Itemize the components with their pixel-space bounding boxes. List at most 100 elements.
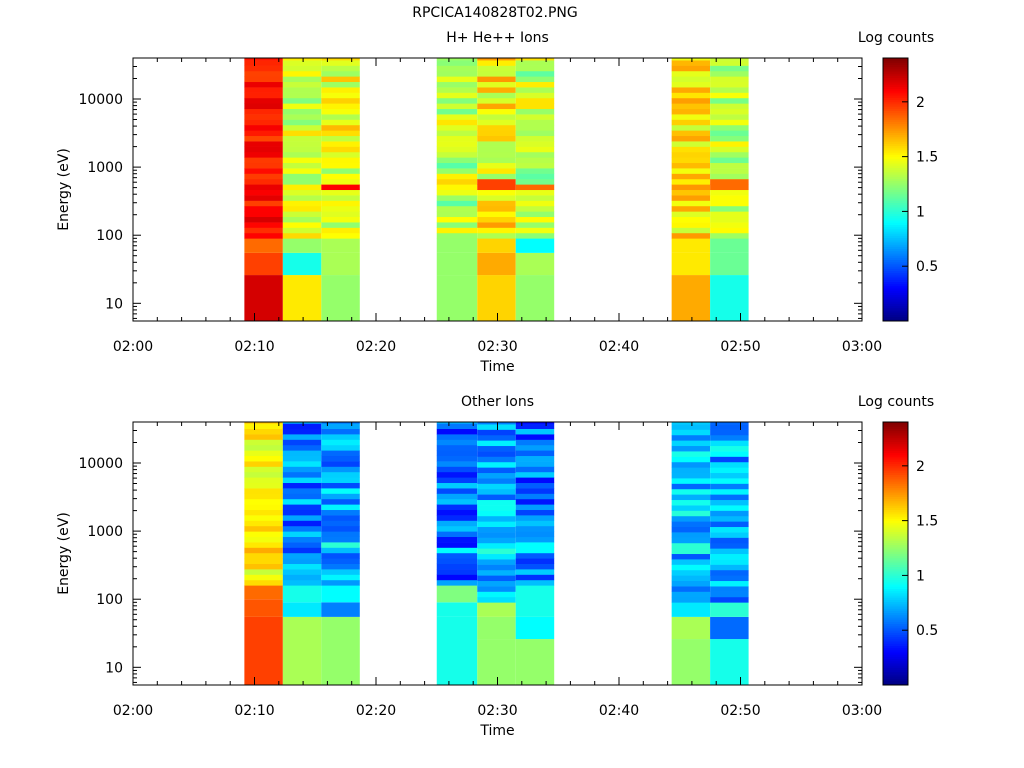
colorbar bbox=[883, 58, 908, 322]
heatmap-cell bbox=[321, 173, 360, 180]
heatmap-cell bbox=[477, 87, 516, 93]
heatmap-cell bbox=[436, 189, 478, 196]
heatmap-cell bbox=[710, 238, 749, 253]
colorbar-cell bbox=[883, 104, 908, 107]
heatmap-cell bbox=[515, 252, 555, 276]
colorbar-cell bbox=[883, 66, 908, 70]
colorbar-cell bbox=[883, 674, 908, 677]
heatmap-cell bbox=[477, 216, 516, 223]
colorbar-cell bbox=[883, 500, 908, 504]
heatmap-cell bbox=[436, 108, 478, 115]
heatmap-cell bbox=[244, 525, 283, 532]
heatmap-cell bbox=[244, 65, 283, 72]
heatmap-cell bbox=[477, 456, 516, 463]
heatmap-cell bbox=[477, 422, 516, 425]
heatmap-cell bbox=[282, 488, 322, 494]
heatmap-cell bbox=[321, 602, 360, 617]
heatmap-cell bbox=[710, 173, 749, 180]
heatmap-cell bbox=[436, 238, 478, 253]
colorbar-cell bbox=[883, 209, 908, 212]
heatmap-cell bbox=[244, 515, 283, 521]
colorbar bbox=[883, 422, 908, 686]
heatmap-cell bbox=[321, 466, 360, 473]
colorbar-cell bbox=[883, 461, 908, 465]
colorbar-cell bbox=[883, 312, 908, 315]
heatmap-cell bbox=[282, 536, 322, 543]
colorbar-cell bbox=[883, 465, 908, 469]
heatmap-cell bbox=[244, 509, 283, 516]
heatmap-cell bbox=[436, 563, 478, 570]
heatmap-cell bbox=[671, 151, 711, 158]
heatmap-cell bbox=[282, 227, 322, 234]
heatmap-cell bbox=[710, 616, 749, 640]
colorbar-cell bbox=[883, 307, 908, 311]
heatmap-cell bbox=[282, 189, 322, 196]
heatmap-cell bbox=[436, 531, 478, 538]
heatmap-cell bbox=[244, 76, 283, 83]
heatmap-cell bbox=[436, 211, 478, 218]
heatmap-cell bbox=[321, 450, 360, 457]
heatmap-cell bbox=[282, 108, 322, 115]
heatmap-cell bbox=[282, 135, 322, 142]
colorbar-cell bbox=[883, 77, 908, 81]
heatmap-cell bbox=[710, 521, 749, 528]
heatmap-cell bbox=[282, 602, 322, 617]
heatmap-cell bbox=[477, 135, 516, 142]
x-tick-label: 03:00 bbox=[842, 703, 882, 719]
heatmap-cell bbox=[321, 216, 360, 223]
x-tick-label: 03:00 bbox=[842, 339, 882, 355]
heatmap-cell bbox=[244, 81, 283, 88]
colorbar-cell bbox=[883, 163, 908, 166]
colorbar-cell bbox=[883, 84, 908, 87]
colorbar-cell bbox=[883, 428, 908, 432]
colorbar-cell bbox=[883, 99, 908, 103]
colorbar-cell bbox=[883, 614, 908, 618]
colorbar-cell bbox=[883, 481, 908, 484]
heatmap-cell bbox=[710, 537, 749, 544]
heatmap-cell bbox=[515, 422, 555, 424]
heatmap-cell bbox=[477, 461, 516, 468]
heatmap-cell bbox=[710, 178, 749, 185]
heatmap-cell bbox=[244, 423, 283, 430]
heatmap-cell bbox=[436, 65, 478, 72]
heatmap-cell bbox=[321, 504, 360, 511]
heatmap-cell bbox=[321, 585, 360, 603]
colorbar-cell bbox=[883, 603, 908, 607]
colorbar-cell bbox=[883, 106, 908, 109]
y-tick-label: 10 bbox=[105, 296, 123, 312]
heatmap-cell bbox=[710, 532, 749, 538]
x-axis-label: Time bbox=[479, 359, 514, 375]
heatmap-cell bbox=[321, 509, 360, 516]
colorbar-tick-label: 1 bbox=[916, 568, 925, 584]
heatmap-cell bbox=[244, 97, 283, 104]
x-tick-label: 02:50 bbox=[720, 339, 760, 355]
heatmap-cell bbox=[321, 498, 360, 505]
heatmap-cell bbox=[282, 173, 322, 180]
colorbar-tick-label: 1 bbox=[916, 204, 925, 220]
colorbar-cell bbox=[883, 538, 908, 541]
colorbar-cell bbox=[883, 592, 908, 596]
heatmap-cell bbox=[477, 494, 516, 501]
heatmap-cell bbox=[436, 509, 478, 516]
colorbar-cell bbox=[883, 463, 908, 467]
heatmap-cell bbox=[244, 558, 283, 565]
heatmap-cell bbox=[244, 455, 283, 462]
colorbar-cell bbox=[883, 71, 908, 74]
colorbar-cell bbox=[883, 514, 908, 517]
heatmap-cell bbox=[477, 569, 516, 576]
colorbar-cell bbox=[883, 628, 908, 631]
colorbar-cell bbox=[883, 682, 908, 686]
colorbar-frame bbox=[882, 421, 909, 686]
heatmap-cell bbox=[671, 510, 711, 517]
heatmap-cell bbox=[671, 456, 711, 463]
heatmap-cell bbox=[321, 178, 360, 185]
colorbar-cell bbox=[883, 305, 908, 309]
colorbar-cell bbox=[883, 176, 908, 179]
colorbar-cell bbox=[883, 301, 908, 304]
heatmap-cell bbox=[244, 70, 283, 77]
colorbar-cell bbox=[883, 207, 908, 210]
heatmap-cell bbox=[477, 483, 516, 490]
colorbar-cell bbox=[883, 189, 908, 193]
heatmap-cell bbox=[282, 574, 322, 581]
